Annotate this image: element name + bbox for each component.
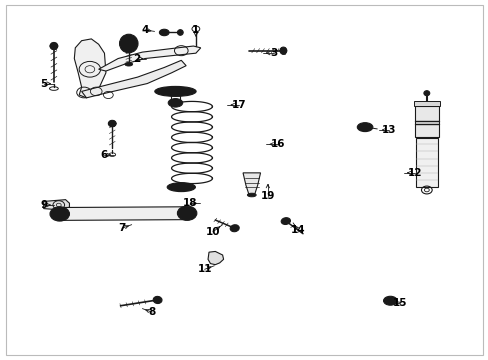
Ellipse shape [123, 39, 133, 49]
Text: 8: 8 [148, 307, 155, 317]
Circle shape [177, 206, 197, 220]
Ellipse shape [423, 91, 429, 96]
Ellipse shape [155, 86, 196, 96]
Ellipse shape [177, 30, 183, 35]
Polygon shape [74, 39, 106, 98]
Bar [413, 101, 439, 106]
Text: 15: 15 [392, 298, 407, 308]
Ellipse shape [108, 120, 116, 127]
Text: 19: 19 [260, 191, 274, 201]
Polygon shape [61, 207, 186, 220]
Ellipse shape [174, 185, 188, 190]
Ellipse shape [167, 183, 195, 192]
Text: 6: 6 [101, 150, 108, 160]
Text: 9: 9 [41, 200, 48, 210]
Circle shape [182, 210, 192, 217]
Bar [414, 106, 438, 137]
Circle shape [50, 207, 69, 221]
Polygon shape [243, 173, 260, 194]
Polygon shape [43, 200, 69, 210]
Bar [415, 138, 437, 187]
Text: 14: 14 [290, 225, 305, 235]
Ellipse shape [386, 298, 393, 303]
Ellipse shape [153, 296, 162, 303]
Text: 11: 11 [197, 264, 211, 274]
Ellipse shape [357, 123, 372, 132]
Text: 12: 12 [407, 168, 421, 178]
Text: 18: 18 [183, 198, 197, 208]
Ellipse shape [168, 99, 183, 107]
Ellipse shape [119, 34, 138, 53]
Ellipse shape [50, 42, 58, 50]
Text: 1: 1 [192, 25, 199, 35]
Ellipse shape [360, 125, 369, 130]
Text: 10: 10 [205, 227, 220, 237]
Text: 5: 5 [41, 78, 48, 89]
Text: 16: 16 [270, 139, 284, 149]
Text: 13: 13 [381, 125, 396, 135]
Ellipse shape [247, 193, 256, 197]
Polygon shape [207, 251, 223, 265]
Text: 3: 3 [269, 48, 277, 58]
Polygon shape [81, 60, 186, 98]
Text: 7: 7 [118, 223, 125, 233]
Polygon shape [99, 46, 201, 71]
Ellipse shape [383, 296, 396, 305]
Text: 2: 2 [133, 54, 140, 64]
Ellipse shape [162, 88, 188, 95]
Ellipse shape [159, 29, 169, 36]
Circle shape [55, 210, 64, 217]
Ellipse shape [281, 218, 290, 225]
Ellipse shape [124, 63, 132, 66]
Ellipse shape [280, 47, 286, 54]
Text: 17: 17 [231, 100, 245, 110]
Text: 4: 4 [141, 25, 148, 35]
Ellipse shape [230, 225, 239, 232]
